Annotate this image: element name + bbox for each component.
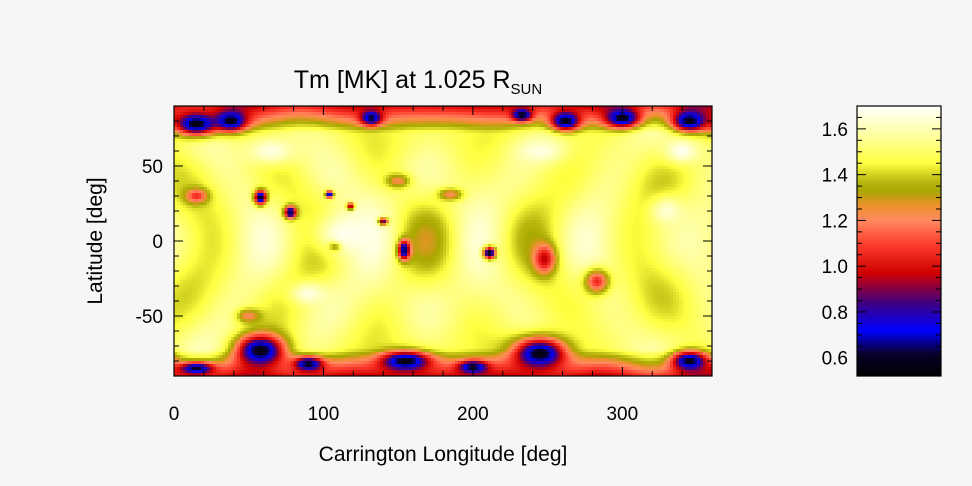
colorbar-tick-label: 1.6 xyxy=(822,120,848,141)
x-tick-label: 300 xyxy=(606,404,638,425)
x-tick-label: 200 xyxy=(457,404,489,425)
chart-title: Tm [MK] at 1.025 RSUN xyxy=(294,66,542,98)
heatmap-canvas xyxy=(174,106,712,376)
x-axis-label: Carrington Longitude [deg] xyxy=(319,443,568,466)
colorbar-tick-label: 1.2 xyxy=(822,211,848,232)
y-tick-label: 50 xyxy=(142,157,163,178)
y-tick-label: 0 xyxy=(152,232,163,253)
colorbar-tick-label: 1.0 xyxy=(822,257,848,278)
heatmap-plot xyxy=(173,105,713,377)
colorbar-tick-label: 0.8 xyxy=(822,303,848,324)
colorbar-tick-label: 1.4 xyxy=(822,166,849,187)
colorbar-tick-label: 0.6 xyxy=(822,349,848,370)
axes: 0 100 200 300 50 0 -50 xyxy=(136,105,713,425)
chart-title-sub: SUN xyxy=(511,81,543,98)
colorbar-ticks: 1.6 1.4 1.2 1.0 0.8 0.6 xyxy=(822,105,941,370)
colorbar: 1.6 1.4 1.2 1.0 0.8 0.6 xyxy=(822,105,942,377)
y-axis-label: Latitude [deg] xyxy=(84,177,107,304)
y-tick-label: -50 xyxy=(136,307,163,328)
x-tick-label: 100 xyxy=(308,404,340,425)
colorbar-frame xyxy=(856,105,942,377)
colorbar-canvas xyxy=(857,106,941,376)
chart-title-main: Tm [MK] at 1.025 R xyxy=(294,66,511,94)
x-tick-label: 0 xyxy=(169,404,180,425)
